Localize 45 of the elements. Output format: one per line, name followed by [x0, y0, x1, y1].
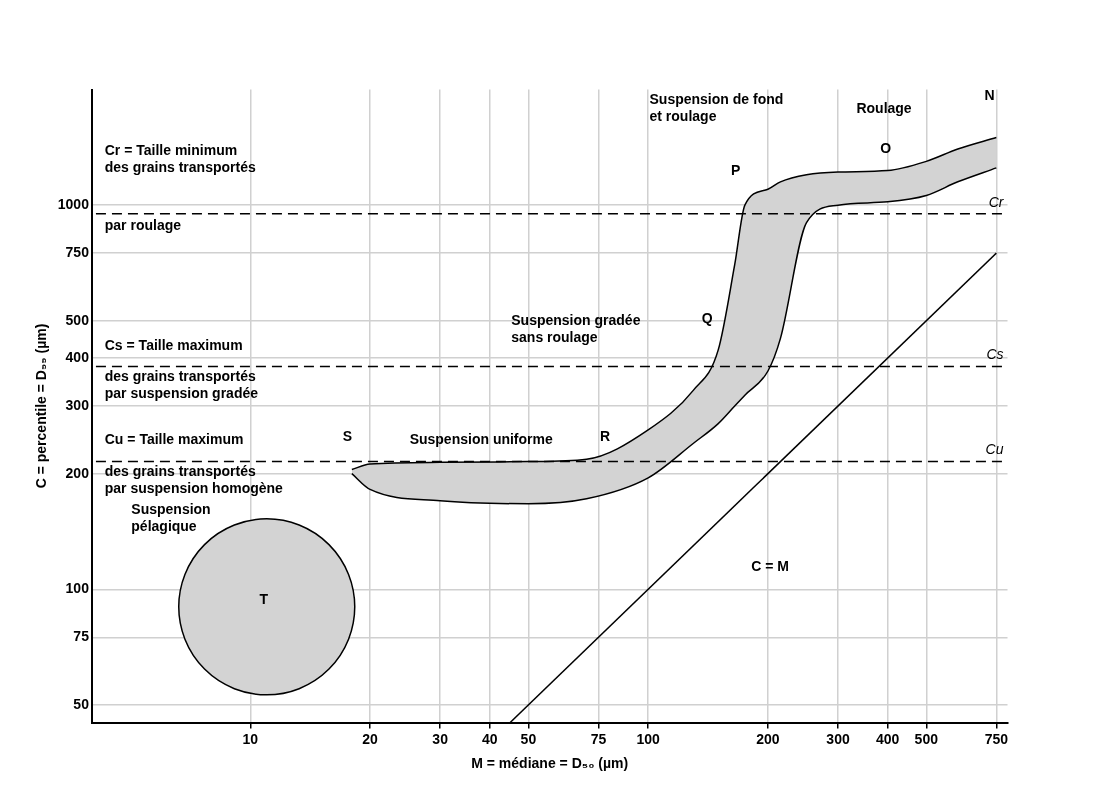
annotation: Suspension de fond et roulage — [649, 91, 784, 125]
annotation: R — [600, 427, 611, 444]
x-tick-label: 400 — [876, 730, 900, 747]
ref-line-label: Cr — [988, 193, 1005, 210]
annotation: Roulage — [856, 100, 912, 117]
y-tick-label: 500 — [65, 311, 90, 328]
y-tick-label: 75 — [73, 628, 90, 645]
y-tick-label: 200 — [65, 464, 90, 481]
annotation: N — [984, 87, 995, 104]
annotation: P — [731, 162, 741, 179]
annotation: C = M — [751, 557, 789, 574]
y-tick-label: 750 — [65, 243, 90, 260]
x-tick-label: 40 — [482, 730, 498, 747]
x-tick-label: 100 — [636, 730, 661, 747]
x-tick-label: 30 — [432, 730, 449, 747]
x-tick-label: 75 — [590, 730, 607, 747]
annotation: S — [342, 427, 353, 444]
x-tick-label: 500 — [914, 730, 939, 747]
x-tick-label: 10 — [242, 730, 259, 747]
x-axis-title: M = médiane = D₅₀ (µm) — [471, 754, 629, 771]
y-tick-label: 300 — [65, 396, 90, 413]
annotation: Cs = Taille maximum — [104, 336, 243, 353]
x-tick-label: 50 — [520, 730, 537, 747]
annotation: Suspension uniforme — [409, 431, 553, 448]
annotation: Cr = Taille minimum des grains transportés — [104, 142, 256, 176]
x-tick-label: 300 — [826, 730, 850, 747]
y-tick-label: 1000 — [57, 196, 90, 212]
x-tick-label: 750 — [984, 730, 1009, 747]
annotation: par roulage — [104, 217, 182, 234]
x-tick-label: 200 — [756, 730, 780, 747]
y-tick-label: 400 — [65, 348, 90, 365]
annotation: des grains transportés par suspension gradée — [104, 367, 259, 401]
y-tick-label: 100 — [65, 580, 90, 597]
annotation: O — [880, 139, 892, 156]
annotation: Q — [701, 310, 713, 327]
annotation: Cu = Taille maximum — [104, 431, 244, 448]
ref-line-label: Cs — [986, 346, 1004, 363]
y-tick-label: 50 — [73, 695, 90, 712]
ref-line-label: Cu — [985, 441, 1004, 458]
annotation: Suspension gradée sans roulage — [511, 312, 641, 346]
annotation: Suspension pélagique — [131, 501, 211, 535]
annotation: des grains transportés par suspension homogène — [104, 463, 284, 497]
y-axis-title: C = percentile = D₉₉ (µm) — [33, 323, 50, 489]
x-tick-label: 20 — [362, 730, 379, 747]
annotation: T — [259, 590, 269, 607]
